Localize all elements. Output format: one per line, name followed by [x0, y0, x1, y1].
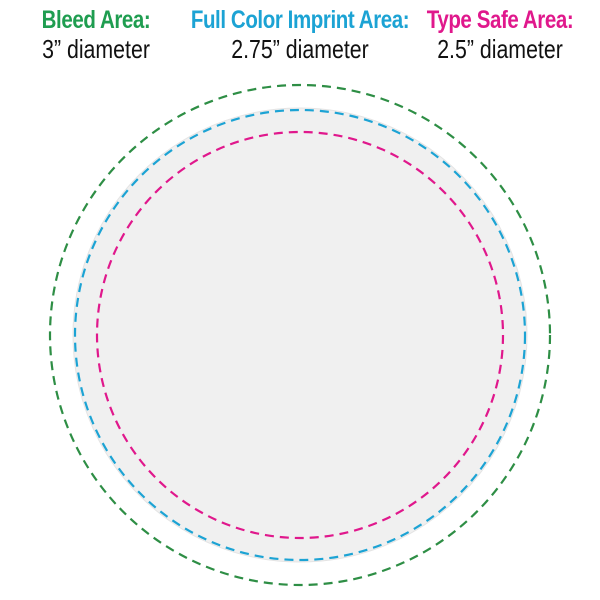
imprint-circle: [73, 108, 527, 562]
bleed-area-label: Bleed Area: 3” diameter: [14, 6, 178, 64]
imprint-area-title: Full Color Imprint Area:: [190, 6, 410, 34]
safe-area-title: Type Safe Area:: [426, 6, 574, 34]
imprint-area-label: Full Color Imprint Area: 2.75” diameter: [169, 6, 431, 64]
bleed-area-title: Bleed Area:: [41, 6, 151, 34]
bleed-circle: [48, 83, 552, 587]
imprint-area-diameter: 2.75” diameter: [231, 34, 369, 64]
bleed-area-diameter: 3” diameter: [42, 34, 150, 64]
safe-area-diameter: 2.5” diameter: [437, 34, 563, 64]
safe-area-label: Type Safe Area: 2.5” diameter: [410, 6, 590, 64]
safe-circle: [95, 130, 505, 540]
product-fill-circle: [72, 107, 528, 563]
